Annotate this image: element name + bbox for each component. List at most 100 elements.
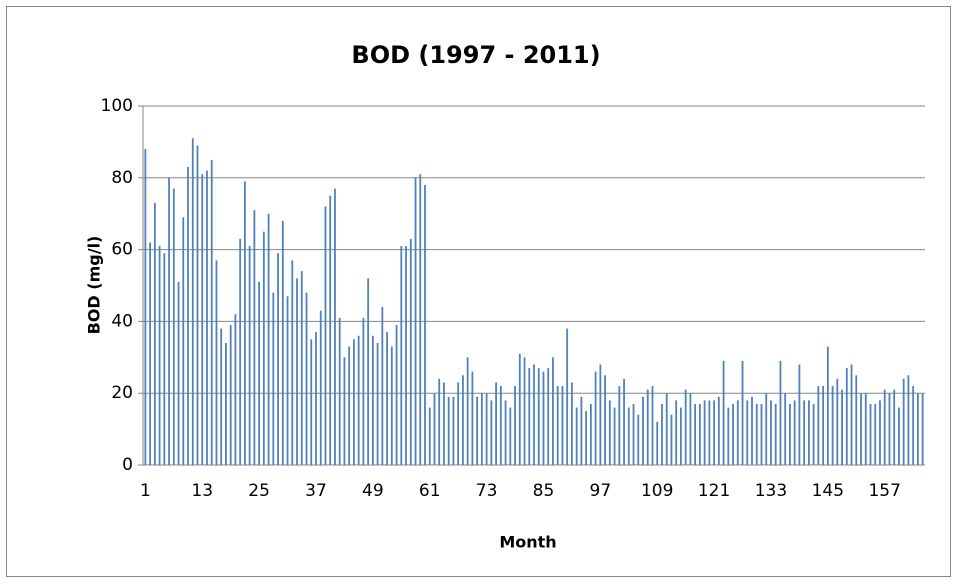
bar (277, 253, 279, 465)
bar (594, 371, 597, 465)
bar (381, 307, 384, 465)
bar (291, 260, 294, 465)
bar (902, 378, 905, 465)
x-tick-label: 121 (698, 481, 730, 501)
x-tick-label: 1 (140, 481, 151, 501)
y-tick-label: 60 (111, 240, 133, 260)
bar (168, 177, 170, 466)
bar (210, 159, 213, 465)
bar (286, 296, 289, 465)
bar (760, 403, 763, 465)
bar (675, 400, 678, 465)
bar (153, 202, 156, 465)
bar (452, 396, 455, 465)
bar (774, 403, 777, 465)
bar (177, 281, 180, 465)
bar (689, 393, 692, 465)
bar (694, 403, 697, 465)
bar (661, 403, 663, 465)
bar (229, 324, 232, 465)
bar (476, 396, 479, 465)
bar (163, 253, 166, 465)
bar (732, 403, 734, 465)
bar (571, 382, 573, 465)
bar (798, 364, 801, 465)
bar (680, 407, 682, 465)
bar (248, 246, 251, 465)
bar (419, 174, 422, 465)
y-tick-label: 100 (101, 96, 133, 116)
bar (357, 335, 360, 465)
bar (703, 400, 706, 465)
bar (869, 403, 872, 465)
bar (684, 389, 687, 465)
bar (182, 217, 185, 465)
x-tick-label: 97 (590, 481, 612, 501)
bar (713, 400, 715, 465)
x-tick-label: 157 (868, 481, 900, 501)
bar (566, 328, 569, 465)
bar (253, 210, 256, 465)
bar (239, 238, 242, 465)
bar (371, 335, 374, 465)
bar (206, 170, 208, 465)
bar (632, 403, 635, 465)
bar (637, 414, 640, 465)
bar (831, 386, 834, 465)
bar (353, 339, 355, 465)
bar (201, 174, 204, 465)
bar (722, 360, 725, 465)
bar (755, 403, 758, 465)
bar (784, 393, 787, 465)
bar (495, 382, 497, 465)
bar (390, 346, 393, 465)
bar (234, 314, 237, 465)
bar (395, 324, 398, 465)
bar (651, 386, 654, 465)
y-tick-label: 40 (111, 311, 133, 331)
bar (656, 421, 659, 465)
bar (215, 260, 218, 465)
bar (803, 400, 806, 465)
bar (817, 386, 820, 465)
bar (272, 292, 275, 465)
bar (523, 357, 526, 465)
bar (836, 378, 839, 465)
x-tick-label: 37 (305, 481, 327, 501)
bar (409, 238, 412, 465)
bar (879, 400, 881, 465)
x-tick-label: 109 (641, 481, 673, 501)
bar (604, 375, 606, 465)
bar (499, 386, 502, 465)
bar (433, 393, 436, 465)
bar (708, 400, 711, 465)
bar (623, 378, 625, 465)
bar (864, 393, 867, 465)
bar (793, 400, 796, 465)
bar (490, 400, 493, 465)
bar (319, 310, 322, 465)
bar (770, 400, 772, 465)
bar (172, 188, 175, 465)
bar (860, 393, 862, 465)
bar (196, 145, 199, 466)
bar (883, 389, 886, 465)
bar (514, 386, 516, 465)
bar (447, 396, 450, 465)
bar (329, 195, 332, 465)
bar (537, 368, 540, 465)
bar (826, 346, 829, 465)
bar (281, 220, 284, 465)
bar (855, 375, 858, 465)
bar (191, 138, 194, 465)
bar (717, 396, 720, 465)
bar (746, 400, 749, 465)
bar (144, 149, 147, 465)
x-tick-label: 13 (191, 481, 213, 501)
bar (158, 246, 161, 465)
bar (751, 396, 753, 465)
x-tick-label: 85 (533, 481, 555, 501)
bar (443, 382, 445, 465)
bar (518, 353, 521, 465)
bar (613, 407, 616, 465)
